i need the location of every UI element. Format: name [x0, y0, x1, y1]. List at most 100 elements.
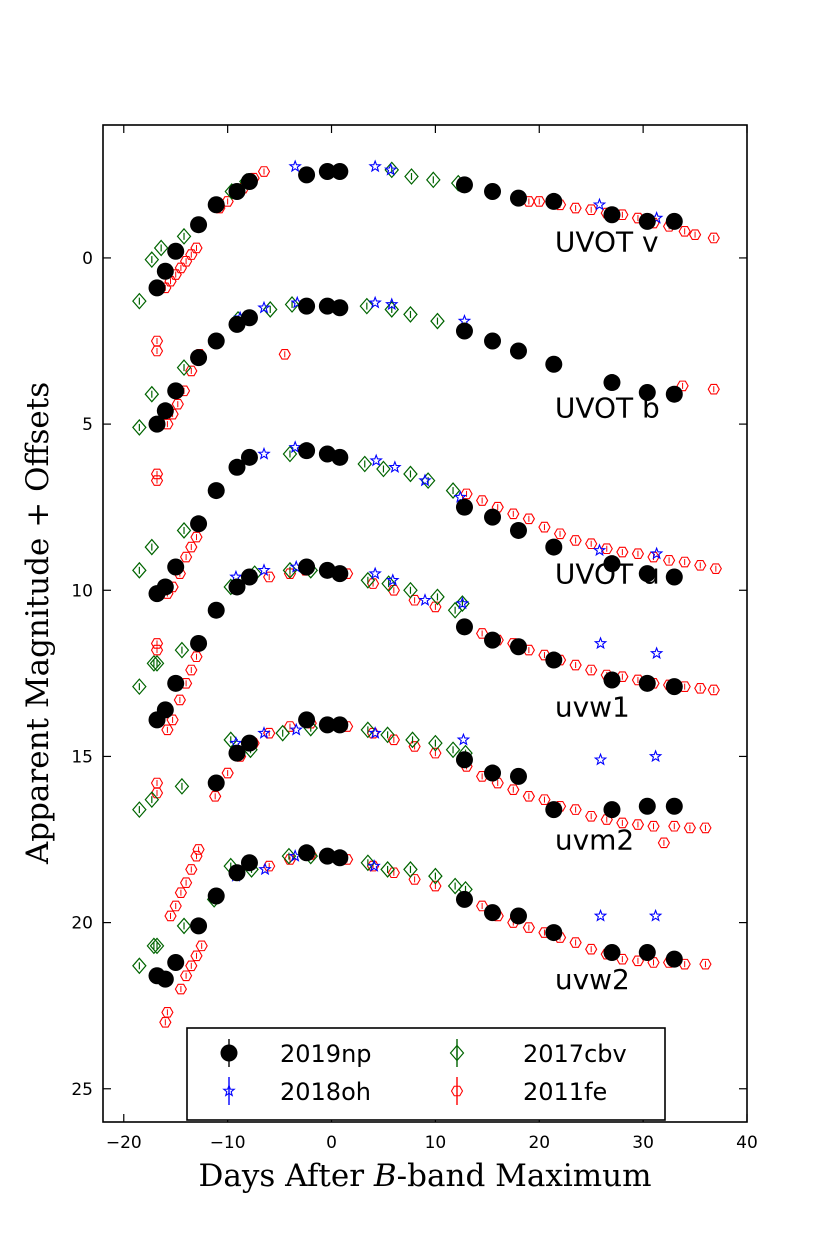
band-label: UVOT u [555, 558, 660, 591]
legend-marker [220, 1044, 238, 1062]
point-2011fe [699, 822, 712, 834]
point-2011fe [283, 721, 297, 732]
x-tick-label: 10 [425, 1133, 447, 1153]
point-2018oh [593, 752, 608, 766]
point-2019np [545, 538, 563, 556]
point-2017cbv [430, 312, 445, 330]
point-2011fe [185, 365, 198, 377]
diamond-outline [176, 917, 192, 935]
diamond-outline [146, 937, 162, 955]
diamond-outline [132, 801, 147, 819]
point-2019np [665, 797, 683, 815]
hexagon-outline [150, 644, 164, 656]
point-2019np [484, 904, 502, 922]
point-2019np [148, 279, 166, 297]
point-2011fe [263, 571, 276, 583]
point-2019np [331, 849, 349, 867]
point-2019np [331, 565, 349, 583]
point-2011fe [688, 229, 702, 240]
legend-entry-2018oh: 2018oh [222, 1077, 371, 1106]
point-2019np [156, 701, 174, 719]
series-2018oh [229, 159, 664, 922]
point-2011fe [585, 810, 598, 822]
point-2019np [190, 634, 208, 652]
point-2011fe [179, 970, 193, 982]
point-2011fe [522, 513, 536, 525]
hexagon-outline [491, 777, 504, 789]
point-2019np [318, 847, 336, 865]
point-2017cbv [174, 641, 190, 659]
point-2011fe [585, 538, 598, 550]
point-2019np [207, 196, 225, 214]
hexagon-outline [174, 262, 188, 274]
hexagon-outline [522, 513, 536, 525]
band-label: uvw1 [555, 691, 630, 724]
hexagon-outline [678, 556, 691, 568]
diamond-outline [381, 575, 396, 593]
diamond-outline [376, 460, 391, 478]
point-2018oh [289, 722, 303, 736]
point-2019np [207, 887, 225, 905]
point-2017cbv [176, 522, 192, 539]
point-2018oh [368, 726, 382, 739]
legend-label: 2017cbv [523, 1040, 627, 1068]
point-2011fe [538, 521, 551, 533]
point-2011fe [257, 166, 271, 177]
hexagon-outline [190, 531, 203, 543]
point-2017cbv [176, 917, 192, 935]
point-2019np [240, 568, 258, 586]
point-2019np [298, 442, 316, 460]
plot-frame [102, 124, 748, 1123]
point-2011fe [647, 820, 660, 832]
hexagon-outline [616, 817, 629, 829]
point-2017cbv [176, 359, 192, 377]
point-2011fe [662, 555, 676, 566]
hexagon-outline [174, 983, 188, 995]
point-2011fe [707, 383, 720, 395]
diamond-outline [132, 957, 147, 975]
diamond-outline [144, 251, 160, 269]
diamond-outline [275, 724, 290, 742]
diamond-outline [360, 721, 376, 739]
hexagon-outline [522, 791, 536, 802]
diamond-outline [176, 522, 192, 539]
point-2018oh [418, 593, 432, 606]
point-2018oh [368, 295, 382, 309]
point-2017cbv [144, 385, 160, 403]
hexagon-outline [569, 804, 582, 815]
diamond-outline [430, 588, 445, 606]
point-2017cbv [381, 575, 396, 593]
point-2011fe [387, 734, 400, 746]
x-tick-label: 30 [632, 1133, 654, 1153]
point-2019np [228, 578, 246, 596]
point-2018oh [593, 636, 608, 650]
hexagon-outline [190, 651, 203, 663]
point-2017cbv [426, 171, 441, 189]
band-label: UVOT v [555, 225, 659, 258]
x-axis-title-prefix: Days After [198, 1158, 373, 1194]
point-2019np [298, 558, 316, 576]
legend-entry-2019np: 2019np [220, 1039, 372, 1068]
point-2019np [156, 262, 174, 280]
hexagon-outline [221, 767, 234, 779]
point-2019np [240, 172, 258, 190]
point-2019np [298, 711, 316, 729]
point-2018oh [383, 162, 398, 176]
diamond-outline [132, 561, 147, 579]
hexagon-outline [709, 563, 722, 574]
diamond-outline [262, 301, 278, 318]
series-2017cbv [132, 161, 473, 975]
point-2019np [665, 950, 683, 968]
point-2011fe [164, 275, 177, 287]
point-2017cbv [428, 734, 443, 752]
point-2011fe [185, 864, 198, 875]
point-2017cbv [282, 445, 298, 463]
hexagon-outline [694, 682, 707, 694]
point-2018oh [288, 159, 302, 173]
point-2019np [509, 342, 527, 360]
point-2011fe [159, 1016, 172, 1028]
point-2017cbv [262, 301, 278, 318]
point-2017cbv [146, 654, 162, 672]
point-2017cbv [428, 867, 443, 885]
x-tick-label: 40 [736, 1133, 758, 1153]
